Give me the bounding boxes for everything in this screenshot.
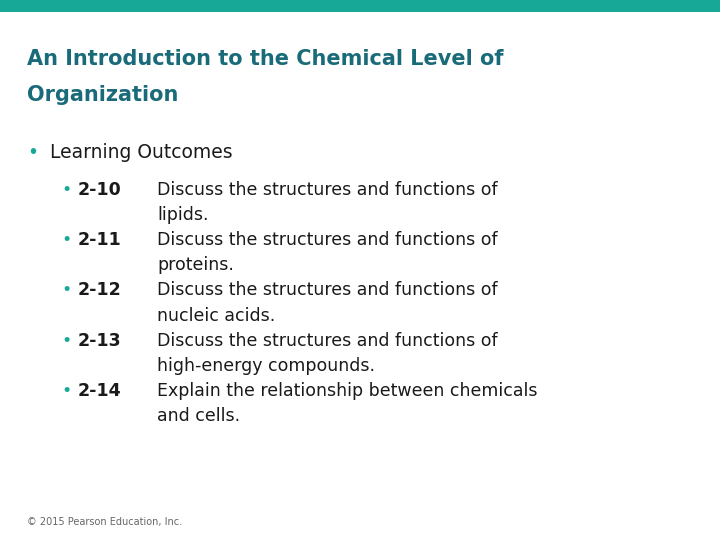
Text: high-energy compounds.: high-energy compounds. bbox=[157, 357, 375, 375]
Text: •: • bbox=[61, 281, 71, 299]
Text: 2-13: 2-13 bbox=[78, 332, 122, 349]
Text: An Introduction to the Chemical Level of: An Introduction to the Chemical Level of bbox=[27, 49, 504, 69]
Text: •: • bbox=[27, 143, 38, 162]
Text: and cells.: and cells. bbox=[157, 407, 240, 425]
Text: •: • bbox=[61, 181, 71, 199]
Text: Discuss the structures and functions of: Discuss the structures and functions of bbox=[157, 231, 498, 249]
Text: 2-11: 2-11 bbox=[78, 231, 122, 249]
Text: Discuss the structures and functions of: Discuss the structures and functions of bbox=[157, 281, 498, 299]
Text: Explain the relationship between chemicals: Explain the relationship between chemica… bbox=[157, 382, 537, 400]
Text: nucleic acids.: nucleic acids. bbox=[157, 307, 275, 325]
Text: 2-10: 2-10 bbox=[78, 181, 122, 199]
Text: •: • bbox=[61, 231, 71, 249]
Text: •: • bbox=[61, 332, 71, 349]
Text: Discuss the structures and functions of: Discuss the structures and functions of bbox=[157, 181, 498, 199]
Text: Organization: Organization bbox=[27, 85, 179, 105]
Text: Learning Outcomes: Learning Outcomes bbox=[50, 143, 233, 162]
Text: 2-12: 2-12 bbox=[78, 281, 122, 299]
Text: lipids.: lipids. bbox=[157, 206, 209, 224]
Text: 2-14: 2-14 bbox=[78, 382, 122, 400]
Text: © 2015 Pearson Education, Inc.: © 2015 Pearson Education, Inc. bbox=[27, 516, 182, 526]
Text: •: • bbox=[61, 382, 71, 400]
Text: Discuss the structures and functions of: Discuss the structures and functions of bbox=[157, 332, 498, 349]
Text: proteins.: proteins. bbox=[157, 256, 234, 274]
Bar bbox=[0, 0, 720, 12]
